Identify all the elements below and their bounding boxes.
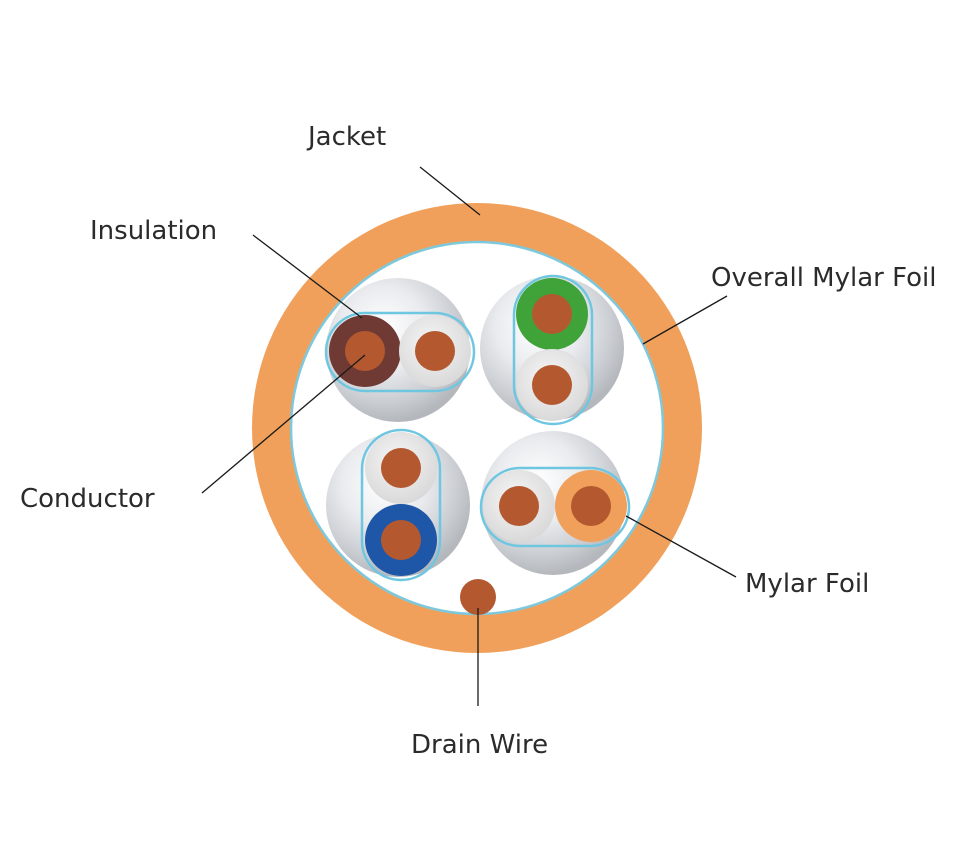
- leader-overall-mylar-foil: [642, 295, 728, 345]
- green-conductor: [532, 294, 572, 334]
- leader-jacket: [419, 166, 481, 216]
- green-pair: [512, 274, 594, 426]
- label-overall-mylar-foil: Overall Mylar Foil: [711, 263, 937, 293]
- white-conductor: [381, 448, 421, 488]
- white-conductor: [532, 365, 572, 405]
- leader-conductor: [201, 354, 366, 494]
- blue-pair: [360, 428, 442, 582]
- label-conductor: Conductor: [20, 484, 155, 514]
- brown-pair: [324, 311, 476, 393]
- blue-conductor: [381, 520, 421, 560]
- label-insulation: Insulation: [90, 216, 217, 246]
- white-conductor: [415, 331, 455, 371]
- mylar-foil-green-pair: [512, 274, 594, 426]
- orange-pair: [479, 466, 631, 548]
- leader-mylar-foil: [625, 515, 737, 578]
- label-jacket: Jacket: [306, 122, 386, 152]
- mylar-foil-brown-pair: [324, 311, 476, 393]
- mylar-foil-orange-pair: [479, 466, 631, 548]
- drain-wire: [460, 579, 496, 615]
- label-mylar-foil: Mylar Foil: [745, 569, 869, 599]
- leader-insulation: [252, 234, 363, 319]
- orange-conductor: [571, 486, 611, 526]
- mylar-foil-blue-pair: [360, 428, 442, 582]
- label-drain-wire: Drain Wire: [411, 730, 548, 760]
- white-conductor: [499, 486, 539, 526]
- brown-conductor: [345, 331, 385, 371]
